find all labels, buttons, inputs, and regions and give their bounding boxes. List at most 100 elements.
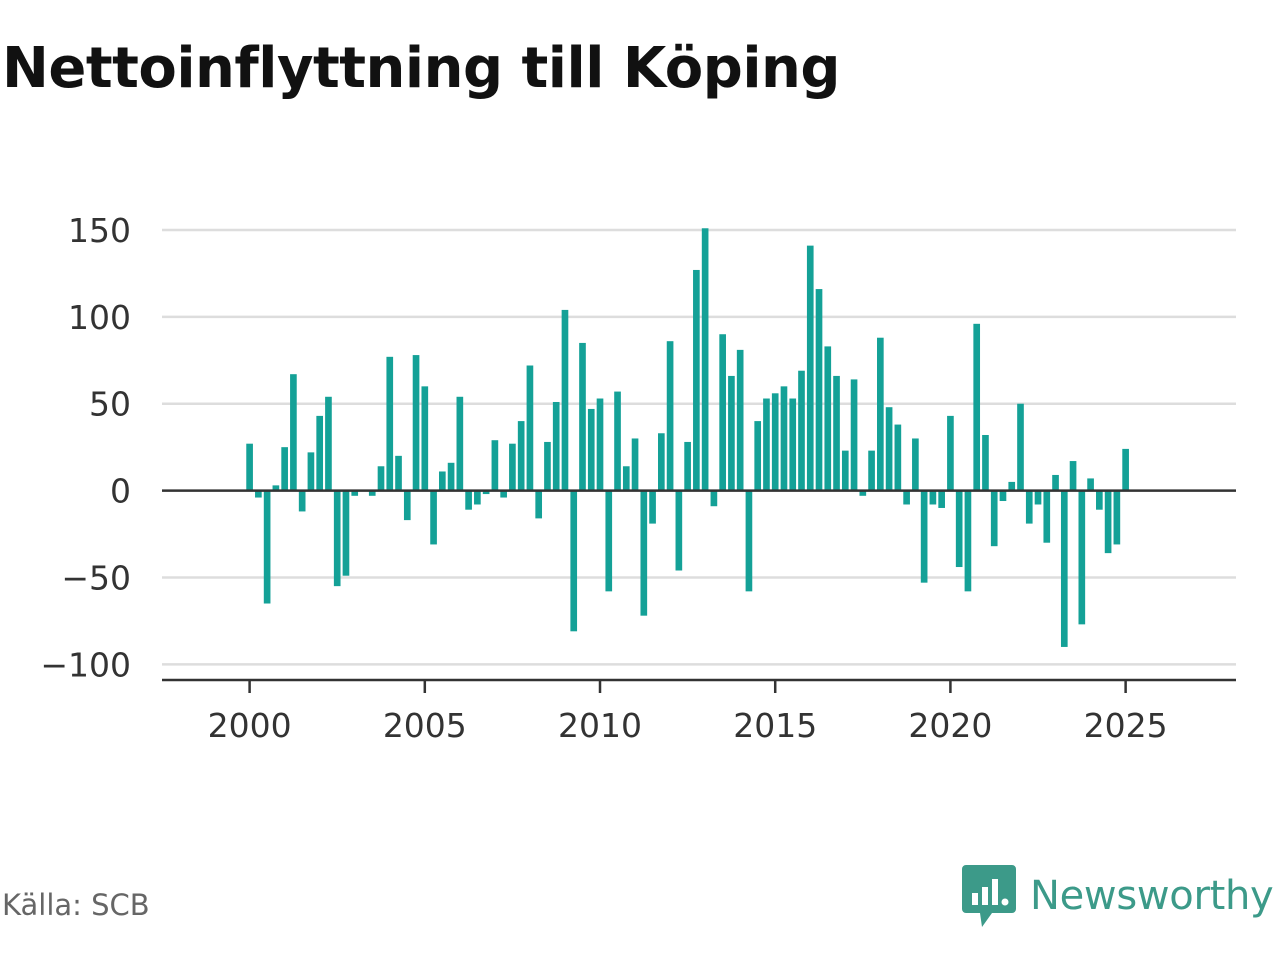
bar bbox=[395, 455, 402, 491]
bar bbox=[272, 485, 280, 491]
brand-name: Newsworthy bbox=[1030, 873, 1274, 919]
chart-title: Nettoinflyttning till Köping bbox=[2, 36, 841, 101]
bar bbox=[255, 490, 262, 498]
bar bbox=[815, 289, 823, 491]
bar bbox=[386, 356, 394, 491]
bar bbox=[736, 349, 744, 491]
y-tick-label: 0 bbox=[110, 472, 131, 511]
y-tick-label: −50 bbox=[61, 558, 131, 597]
bar bbox=[938, 490, 945, 508]
x-tick-label: 2010 bbox=[558, 706, 642, 745]
bar bbox=[833, 375, 840, 491]
bar bbox=[570, 490, 578, 632]
bar bbox=[325, 396, 332, 491]
bar bbox=[929, 490, 937, 505]
bar bbox=[298, 490, 306, 512]
bar bbox=[1113, 490, 1121, 545]
bar bbox=[509, 443, 516, 491]
bar bbox=[307, 452, 315, 491]
bar bbox=[640, 490, 648, 616]
bar bbox=[622, 466, 630, 491]
bar bbox=[912, 438, 919, 491]
bar bbox=[377, 466, 385, 491]
bar bbox=[447, 462, 455, 491]
bar bbox=[535, 490, 543, 519]
bar bbox=[990, 490, 998, 547]
bar bbox=[544, 441, 551, 491]
bar bbox=[579, 342, 586, 491]
bar bbox=[920, 490, 928, 583]
bars bbox=[246, 228, 1129, 647]
bar bbox=[281, 447, 288, 491]
bar bbox=[474, 490, 481, 505]
bar bbox=[596, 398, 604, 491]
x-tick-label: 2005 bbox=[383, 706, 467, 745]
bar bbox=[824, 346, 832, 491]
bar bbox=[491, 440, 499, 491]
bar bbox=[973, 323, 981, 491]
x-tick-label: 2000 bbox=[208, 706, 292, 745]
bar bbox=[605, 490, 613, 592]
bar bbox=[1087, 478, 1094, 491]
bar bbox=[780, 386, 788, 491]
bar bbox=[666, 341, 674, 491]
bar bbox=[333, 490, 341, 587]
bar bbox=[955, 490, 963, 568]
bar bbox=[482, 490, 490, 495]
bar bbox=[421, 386, 429, 491]
newsworthy-brand: Newsworthy bbox=[962, 864, 1274, 928]
bar bbox=[342, 490, 350, 576]
bar bbox=[1078, 490, 1086, 625]
bar bbox=[877, 337, 884, 491]
bar bbox=[693, 269, 700, 491]
bar bbox=[526, 365, 534, 491]
bar bbox=[1034, 490, 1042, 505]
bar bbox=[368, 490, 376, 496]
bar bbox=[763, 398, 770, 491]
bar bbox=[806, 245, 814, 491]
bar bbox=[456, 396, 464, 491]
bar bbox=[719, 334, 726, 491]
x-tick-label: 2015 bbox=[733, 706, 817, 745]
bar bbox=[1043, 490, 1051, 543]
bar bbox=[351, 490, 359, 496]
bar bbox=[658, 433, 665, 491]
bar bbox=[1096, 490, 1103, 510]
source-note: Källa: SCB bbox=[2, 888, 150, 922]
bar bbox=[1052, 474, 1059, 491]
y-tick-label: −100 bbox=[40, 645, 131, 684]
bar bbox=[964, 490, 972, 592]
bar bbox=[649, 490, 656, 524]
bar bbox=[798, 370, 805, 491]
bar bbox=[316, 415, 324, 491]
bar bbox=[885, 407, 893, 491]
bar-chart: 150 100 50 0 −50 −100 2000 2005 2010 2015 2020 202… bbox=[40, 211, 1236, 745]
bar bbox=[1122, 448, 1129, 491]
bar bbox=[438, 471, 446, 491]
x-tick-label: 2025 bbox=[1084, 706, 1168, 745]
bar bbox=[859, 490, 867, 496]
y-tick-label: 150 bbox=[68, 211, 131, 250]
bar bbox=[430, 490, 437, 545]
y-tick-label: 100 bbox=[68, 298, 131, 337]
bar bbox=[710, 490, 718, 507]
y-tick-label: 50 bbox=[89, 385, 131, 424]
bar bbox=[754, 421, 762, 491]
bar bbox=[403, 490, 411, 521]
bar bbox=[789, 398, 797, 491]
bar bbox=[841, 450, 849, 491]
bar bbox=[684, 441, 691, 491]
bar bbox=[561, 309, 569, 491]
bar bbox=[517, 421, 525, 491]
bar bbox=[745, 490, 753, 592]
bar bbox=[587, 408, 595, 491]
bar bbox=[868, 450, 875, 491]
bar bbox=[631, 438, 639, 491]
bar bbox=[850, 379, 858, 491]
bar bbox=[1008, 481, 1016, 491]
bar bbox=[246, 443, 253, 491]
bar bbox=[412, 355, 420, 491]
bar bbox=[728, 375, 735, 491]
y-axis-tick-labels: 150 100 50 0 −50 −100 bbox=[40, 211, 131, 684]
x-axis-tick-labels: 2000 2005 2010 2015 2020 2025 bbox=[208, 706, 1168, 745]
